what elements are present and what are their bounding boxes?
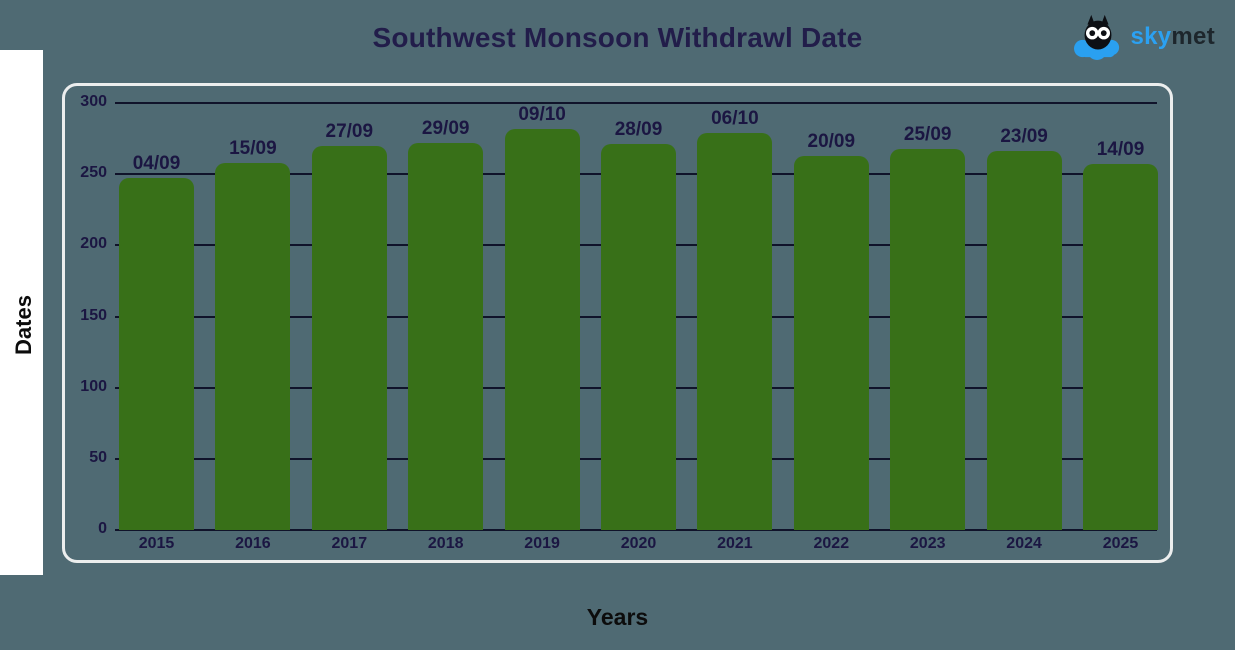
gridline-0 [115,529,1157,531]
y-tick-label-250: 250 [80,164,107,182]
bar-2017 [311,145,387,530]
x-tick-label-2021: 2021 [717,535,753,552]
x-tick-label-2025: 2025 [1102,535,1139,552]
bar-2023 [890,148,966,530]
logo-met-text: met [1171,23,1215,50]
plot-area-border [62,83,1173,563]
x-tick-label-2018: 2018 [427,535,464,552]
logo-sky-text: sky [1130,23,1172,50]
bar-2020 [601,144,676,530]
bar-value-label-2024: 23/09 [1000,126,1048,148]
y-tick-label-0: 0 [98,520,107,537]
bar-value-label-2016: 15/09 [229,137,277,159]
y-tick-label-200: 200 [80,235,107,253]
x-tick-label-2023: 2023 [909,535,946,552]
skymet-logo: skymet [1069,13,1215,61]
bar-2015 [119,178,194,530]
x-tick-label-2019: 2019 [524,535,560,552]
y-tick-label-50: 50 [89,448,107,466]
x-tick-label-2024: 2024 [1006,535,1042,552]
bar-value-label-2019: 09/10 [518,103,566,125]
bar-value-label-2017: 27/09 [325,120,374,142]
bar-2022 [793,155,869,530]
x-tick-label-2022: 2022 [813,535,850,552]
bar-value-label-2018: 29/09 [421,117,470,139]
chart-title: Southwest Monsoon Withdrawl Date [372,22,863,53]
bar-value-label-2023: 25/09 [903,123,952,145]
x-tick-label-2020: 2020 [620,535,657,552]
bar-2018 [408,142,484,530]
bar-value-label-2020: 28/09 [614,119,663,141]
bar-2016 [215,162,291,530]
y-axis-title: Dates [11,295,36,355]
y-tick-label-300: 300 [80,93,107,110]
bar-2024 [986,151,1062,530]
y-axis-strip [0,50,43,575]
bar-value-label-2015: 04/09 [132,153,181,175]
y-tick-label-100: 100 [80,377,107,395]
bar-value-label-2021: 06/10 [711,107,759,129]
bar-2019 [504,128,580,530]
x-tick-label-2016: 2016 [235,535,271,552]
gridline-300 [115,102,1157,104]
bar-2025 [1083,164,1158,530]
x-tick-label-2017: 2017 [331,535,368,552]
skymet-wordmark: skymet [1130,23,1215,51]
bar-value-label-2022: 20/09 [807,130,856,152]
x-tick-label-2015: 2015 [138,535,175,552]
bar-value-label-2025: 14/09 [1096,139,1145,161]
x-axis-title: Years [586,604,649,630]
y-tick-label-150: 150 [80,306,107,324]
bar-2021 [697,132,773,530]
owl-cloud-icon [1074,14,1120,61]
